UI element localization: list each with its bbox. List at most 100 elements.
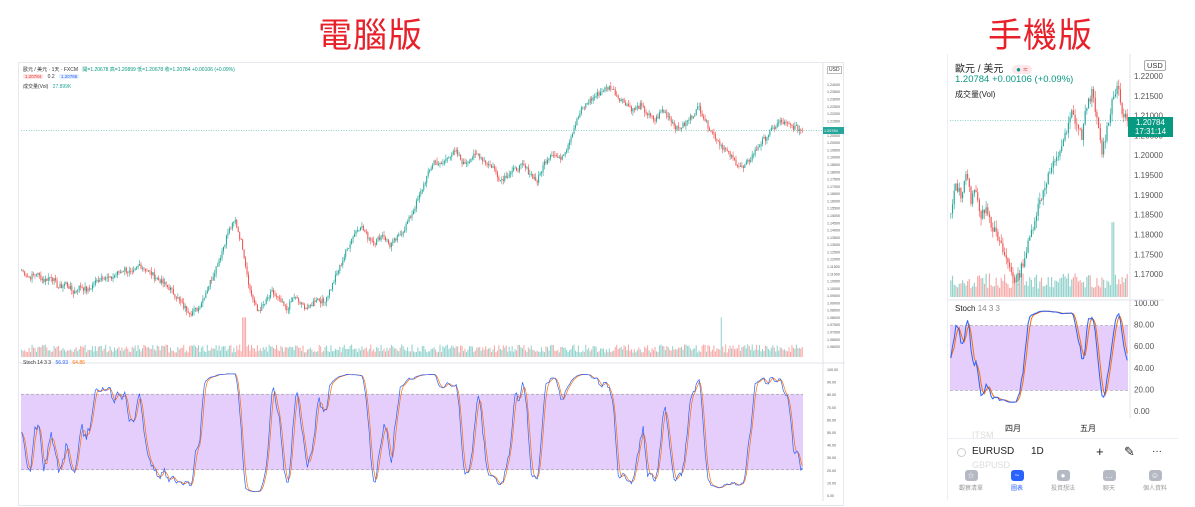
tab-ideas[interactable]: ● 投資想法 xyxy=(1050,470,1075,492)
more-icon[interactable]: ··· xyxy=(1152,446,1162,457)
candle-body xyxy=(326,297,328,303)
candle-body xyxy=(769,130,771,136)
volume-bar xyxy=(676,349,678,357)
candle-body xyxy=(190,313,192,316)
candle-body xyxy=(1030,229,1033,238)
candle-body xyxy=(1014,277,1016,283)
buy-button[interactable]: 1.20786 xyxy=(59,74,80,79)
candle-body xyxy=(303,304,306,310)
volume-bar xyxy=(1064,276,1066,297)
desktop-chart-canvas[interactable]: 1.24000 1.23500 1.23000 1.22500 1.22000 1.215… xyxy=(19,63,845,507)
candle-body xyxy=(759,146,761,148)
stoch-tick-label: 50.00 xyxy=(827,431,836,435)
candle-body xyxy=(237,227,239,233)
volume-bar xyxy=(242,317,244,357)
candle-body xyxy=(281,301,283,303)
price-tick-label: 1.23000 xyxy=(827,97,840,101)
volume-bar xyxy=(208,350,210,357)
candle-body xyxy=(1077,124,1080,129)
volume-bar xyxy=(1067,273,1069,297)
volume-bar xyxy=(1032,286,1034,297)
symbol-selector[interactable]: EURUSD xyxy=(972,446,1015,457)
candle-body xyxy=(231,222,233,229)
volume-bar xyxy=(122,350,124,357)
volume-bar xyxy=(1084,287,1086,297)
candle-body xyxy=(605,87,607,89)
candle-body xyxy=(622,99,624,101)
volume-bar xyxy=(1017,284,1019,297)
mobile-currency-button[interactable]: USD xyxy=(1144,60,1166,71)
stoch-tick-label: 0.00 xyxy=(827,494,834,498)
candle-body xyxy=(200,303,202,308)
price-tick-label: 1.17500 xyxy=(827,178,840,182)
volume-bar xyxy=(100,345,102,357)
candle-body xyxy=(443,161,445,164)
tab-profile[interactable]: ☺ 個人資料 xyxy=(1142,470,1167,492)
sell-button[interactable]: 1.20784 xyxy=(23,74,44,79)
candle-body xyxy=(982,209,984,219)
volume-bar xyxy=(480,350,482,357)
price-tick-label: 1.19500 xyxy=(827,148,840,152)
tab-watchlist[interactable]: ☆ 觀察清單 xyxy=(958,470,983,492)
currency-button[interactable]: USD xyxy=(827,66,842,74)
candle-body xyxy=(94,280,96,285)
candle-body xyxy=(125,267,127,273)
candle-body xyxy=(192,311,194,316)
candle-body xyxy=(365,231,367,233)
candle-body xyxy=(404,230,406,232)
volume-bar xyxy=(1103,279,1105,297)
candle-body xyxy=(570,136,572,143)
candle-body xyxy=(736,165,738,167)
candle-body xyxy=(312,301,314,307)
candle-body xyxy=(967,174,969,179)
mobile-chart-canvas[interactable]: 1.220001.215001.210001.205001.200001.195… xyxy=(948,54,1178,438)
volume-bar xyxy=(632,352,634,357)
volume-bar xyxy=(982,278,984,297)
candle-body xyxy=(102,277,104,279)
volume-bar xyxy=(430,348,432,357)
volume-bar xyxy=(331,351,333,357)
candle-body xyxy=(526,167,528,169)
volume-bar xyxy=(1010,287,1012,297)
candle-body xyxy=(314,301,316,302)
volume-bar xyxy=(153,349,155,357)
candle-body xyxy=(1037,204,1039,216)
candle-body xyxy=(582,107,584,109)
volume-bar xyxy=(988,273,991,297)
draw-icon[interactable]: ✎ xyxy=(1124,444,1135,459)
volume-bar xyxy=(256,345,258,357)
volume-bar xyxy=(507,351,509,357)
volume-bar xyxy=(382,350,384,357)
stoch-tick-label: 70.00 xyxy=(827,406,836,410)
candle-body xyxy=(745,161,747,165)
volume-bar xyxy=(558,352,560,357)
volume-bar xyxy=(351,344,353,357)
candle-body xyxy=(728,150,730,152)
volume-bar xyxy=(692,348,694,357)
candle-body xyxy=(1071,110,1073,118)
volume-bar xyxy=(258,350,260,357)
volume-bar xyxy=(1051,277,1053,297)
volume-bar xyxy=(710,351,712,357)
volume-bar xyxy=(544,352,546,357)
volume-bar xyxy=(52,351,54,357)
add-icon[interactable]: + xyxy=(1096,444,1104,459)
tab-chat[interactable]: … 聊天 xyxy=(1102,470,1116,492)
candle-body xyxy=(178,297,180,300)
candle-body xyxy=(275,295,278,297)
volume-bar xyxy=(178,349,180,357)
volume-bar xyxy=(734,349,736,357)
volume-bar xyxy=(1045,284,1048,297)
volume-bar xyxy=(443,347,445,357)
candle-body xyxy=(583,107,585,109)
volume-bar xyxy=(359,350,361,357)
candle-body xyxy=(647,113,649,116)
volume-bar xyxy=(521,348,523,357)
candle-body xyxy=(608,86,610,90)
tab-chart[interactable]: ~ 圖表 xyxy=(1010,470,1024,492)
volume-bar xyxy=(760,351,762,357)
candle-body xyxy=(348,248,350,250)
volume-bar xyxy=(111,350,113,357)
volume-bar xyxy=(975,286,977,297)
resolution-selector[interactable]: 1D xyxy=(1031,446,1044,457)
